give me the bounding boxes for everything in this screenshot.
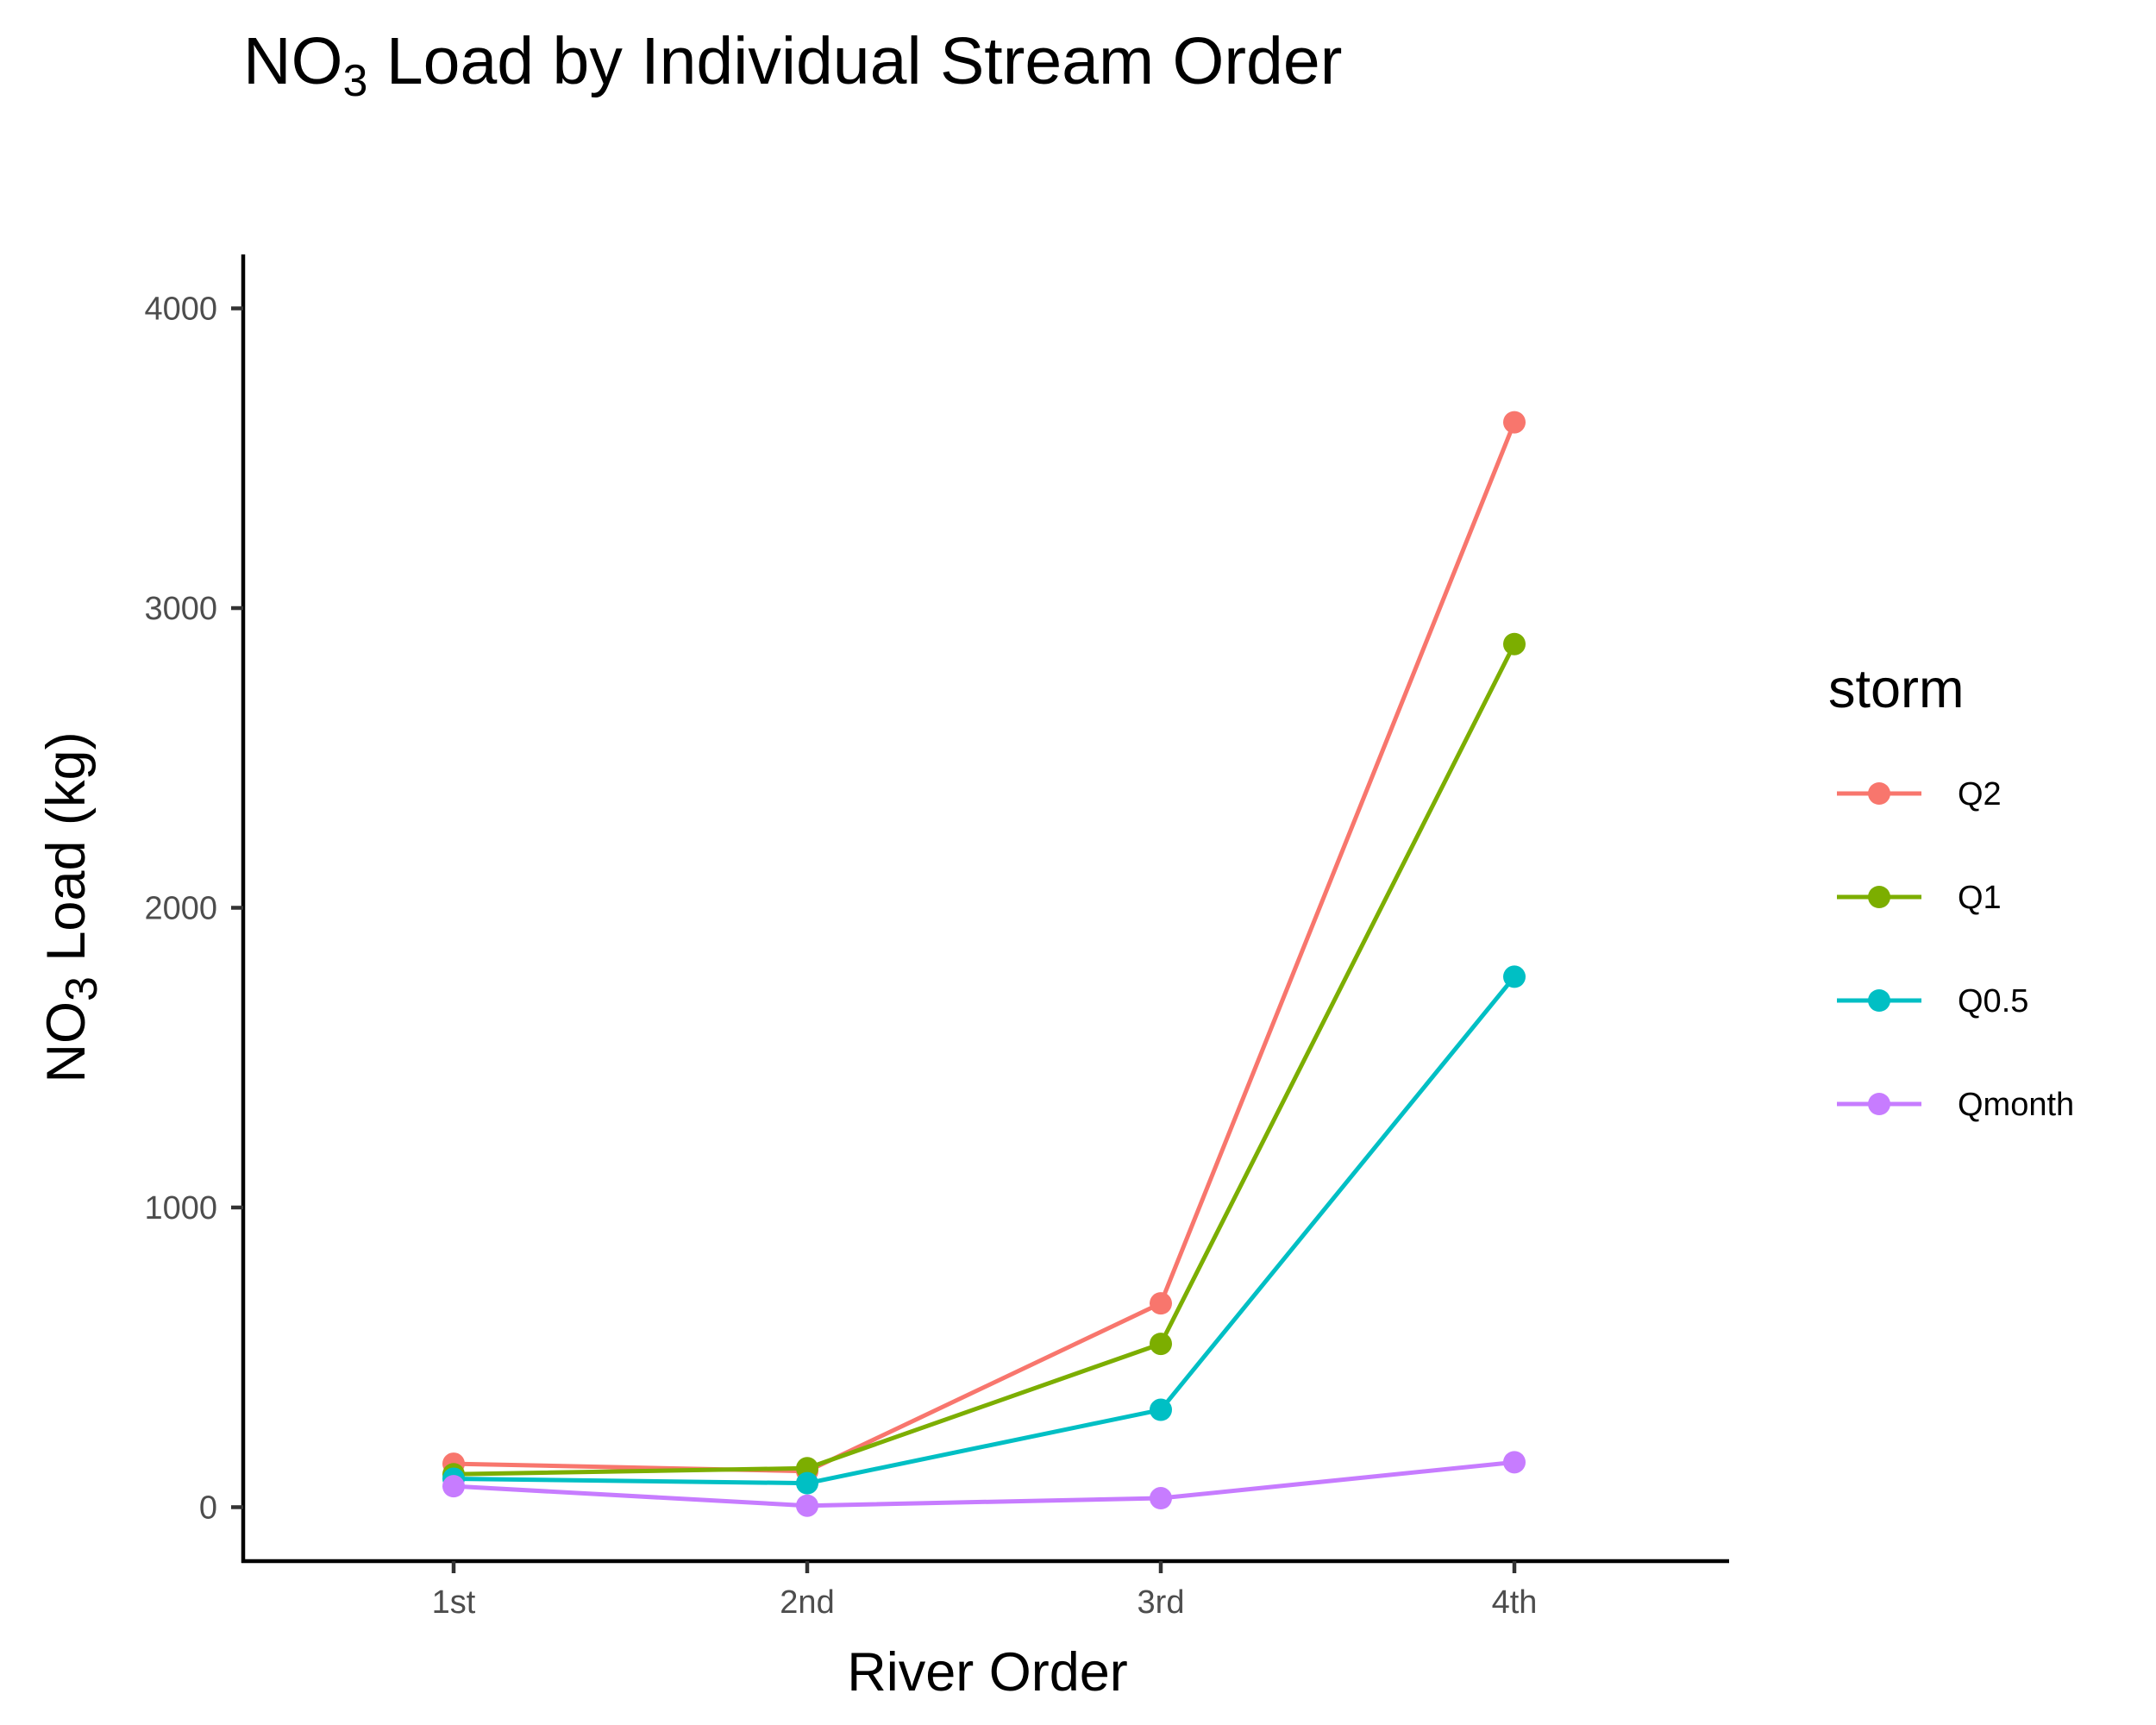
series-layer bbox=[442, 411, 1526, 1517]
x-tick-label: 4th bbox=[1492, 1584, 1538, 1621]
legend-item-qmonth: Qmonth bbox=[1837, 1087, 2074, 1123]
x-axis-ticks: 1st 2nd 3rd 4th bbox=[432, 1561, 1538, 1621]
x-tick-label: 1st bbox=[432, 1584, 476, 1621]
data-point-qmonth bbox=[1150, 1487, 1172, 1510]
legend-title: storm bbox=[1828, 659, 1965, 719]
data-point-qmonth bbox=[1503, 1451, 1526, 1474]
series-q0-5 bbox=[442, 965, 1526, 1495]
legend-label: Q0.5 bbox=[1958, 983, 2028, 1019]
legend-label: Qmonth bbox=[1958, 1087, 2074, 1123]
series-line-q0-5 bbox=[453, 975, 1516, 1486]
y-tick-label: 1000 bbox=[144, 1190, 217, 1226]
y-axis-ticks: 0 1000 2000 3000 4000 bbox=[144, 292, 243, 1526]
y-axis-title: NO3 Load (kg) bbox=[36, 731, 107, 1082]
legend-item-q0-5: Q0.5 bbox=[1837, 983, 2028, 1019]
y-tick-label: 2000 bbox=[144, 891, 217, 927]
legend-key-point bbox=[1868, 886, 1890, 908]
data-point-q1 bbox=[1150, 1333, 1172, 1356]
data-point-qmonth bbox=[796, 1494, 818, 1517]
x-tick-label: 3rd bbox=[1138, 1584, 1185, 1621]
data-point-q1 bbox=[1503, 632, 1526, 656]
legend-key-point bbox=[1868, 782, 1890, 805]
data-point-q0-5 bbox=[1150, 1398, 1172, 1421]
legend-key-point bbox=[1868, 1093, 1890, 1115]
legend-key-point bbox=[1868, 989, 1890, 1012]
legend-label: Q1 bbox=[1958, 880, 2002, 916]
legend-item-q1: Q1 bbox=[1837, 880, 2002, 916]
x-axis-title: River Order bbox=[847, 1642, 1128, 1703]
y-tick-label: 4000 bbox=[144, 292, 217, 328]
series-qmonth bbox=[442, 1451, 1526, 1517]
series-line-q1 bbox=[453, 643, 1517, 1477]
y-tick-label: 0 bbox=[199, 1490, 217, 1526]
series-line-qmonth bbox=[453, 1459, 1515, 1509]
data-point-q2 bbox=[1150, 1292, 1172, 1315]
chart-title: NO3 Load by Individual Stream Order bbox=[243, 24, 1342, 106]
series-line-q2 bbox=[453, 421, 1517, 1474]
x-tick-label: 2nd bbox=[780, 1584, 834, 1621]
legend-item-q2: Q2 bbox=[1837, 776, 2002, 812]
y-tick-label: 3000 bbox=[144, 591, 217, 627]
legend-label: Q2 bbox=[1958, 776, 2002, 812]
series-q1 bbox=[442, 632, 1526, 1486]
data-point-q0-5 bbox=[796, 1471, 818, 1495]
legend: Q2 Q1 Q0.5 Qmonth bbox=[1837, 776, 2074, 1123]
data-point-q0-5 bbox=[1503, 965, 1526, 988]
data-point-q2 bbox=[1503, 411, 1526, 434]
data-point-qmonth bbox=[442, 1475, 465, 1498]
